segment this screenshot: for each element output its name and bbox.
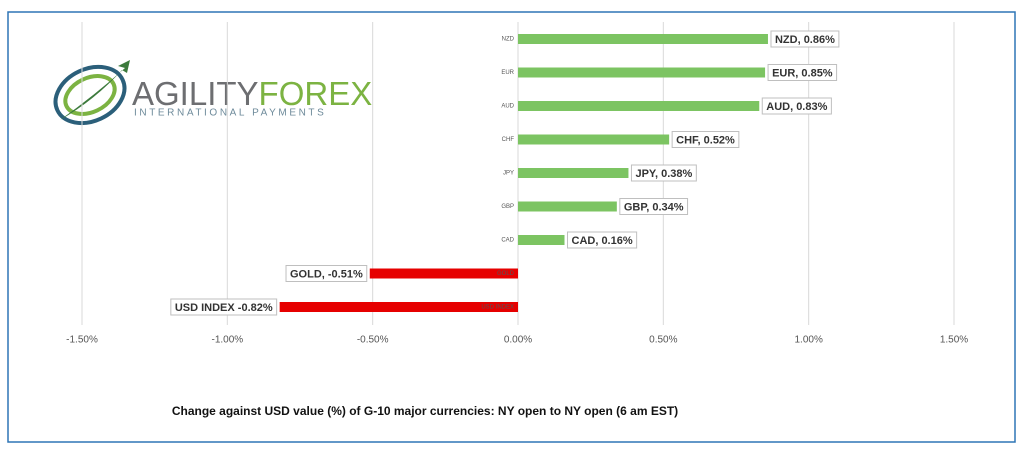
logo-arrow bbox=[60, 60, 130, 120]
value-label-text: USD INDEX -0.82% bbox=[175, 302, 273, 314]
value-label-text: CHF, 0.52% bbox=[676, 134, 735, 146]
category-label: GOLD bbox=[497, 271, 515, 277]
value-label: JPY, 0.38% bbox=[630, 164, 697, 182]
category-label: EUR bbox=[501, 70, 514, 76]
value-label-text: JPY, 0.38% bbox=[635, 168, 692, 180]
bar bbox=[518, 168, 629, 178]
logo: AGILITYFOREX INTERNATIONAL PAYMENTS bbox=[53, 60, 372, 126]
value-label-text: AUD, 0.83% bbox=[766, 101, 827, 113]
logo-swoosh bbox=[63, 74, 117, 116]
value-label: NZD, 0.86% bbox=[770, 30, 840, 48]
logo-name: AGILITYFOREX bbox=[132, 75, 372, 112]
x-tick-label: 1.50% bbox=[940, 335, 968, 346]
value-label: CAD, 0.16% bbox=[567, 231, 638, 249]
x-tick-label: 1.00% bbox=[794, 335, 822, 346]
value-label-box bbox=[567, 231, 638, 249]
value-label-box bbox=[630, 164, 697, 182]
category-label: CAD bbox=[501, 238, 514, 244]
value-label-text: GOLD, -0.51% bbox=[290, 268, 363, 280]
value-label-box bbox=[767, 64, 838, 81]
bar bbox=[518, 101, 760, 111]
value-label: USD INDEX -0.82% bbox=[170, 298, 278, 316]
logo-tagline: INTERNATIONAL PAYMENTS bbox=[134, 108, 326, 119]
x-tick-label: -1.50% bbox=[66, 335, 98, 346]
bar bbox=[518, 235, 565, 245]
value-label-text: CAD, 0.16% bbox=[572, 235, 633, 247]
logo-swoosh bbox=[53, 64, 127, 126]
x-tick-label: 0.50% bbox=[649, 335, 677, 346]
value-label-box bbox=[285, 265, 368, 282]
value-label-box bbox=[761, 97, 832, 115]
category-label: USD INDEX bbox=[481, 305, 514, 311]
category-label: AUD bbox=[501, 104, 514, 110]
value-label: GBP, 0.34% bbox=[619, 198, 689, 215]
value-label: GOLD, -0.51% bbox=[285, 265, 368, 282]
value-label: CHF, 0.52% bbox=[671, 131, 740, 148]
value-label-text: GBP, 0.34% bbox=[624, 201, 684, 213]
value-label: EUR, 0.85% bbox=[767, 64, 838, 81]
bar bbox=[518, 34, 768, 44]
x-tick-label: -1.00% bbox=[211, 335, 243, 346]
value-label-box bbox=[619, 198, 689, 215]
bar bbox=[518, 134, 670, 145]
value-label-text: EUR, 0.85% bbox=[772, 67, 833, 79]
value-label-text: NZD, 0.86% bbox=[775, 34, 835, 46]
value-label-box bbox=[770, 30, 840, 48]
bar bbox=[369, 268, 518, 279]
value-label-box bbox=[671, 131, 740, 148]
category-label: CHF bbox=[502, 137, 515, 143]
category-label: NZD bbox=[502, 37, 515, 43]
category-label: GBP bbox=[501, 204, 514, 210]
value-label-box bbox=[170, 298, 278, 316]
x-tick-label: -0.50% bbox=[357, 335, 389, 346]
bar bbox=[279, 302, 518, 312]
bar bbox=[518, 201, 617, 212]
chart-title: Change against USD value (%) of G-10 maj… bbox=[172, 404, 678, 418]
value-label: AUD, 0.83% bbox=[761, 97, 832, 115]
category-label: JPY bbox=[503, 171, 514, 177]
x-tick-label: 0.00% bbox=[504, 335, 532, 346]
frame bbox=[7, 11, 1016, 443]
bar bbox=[518, 67, 766, 78]
